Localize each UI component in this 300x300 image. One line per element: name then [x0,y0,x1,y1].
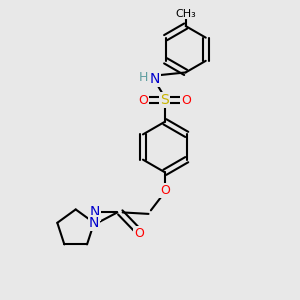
Text: N: N [89,216,99,230]
Text: O: O [139,94,148,107]
Text: CH₃: CH₃ [175,9,196,19]
Text: O: O [181,94,191,107]
Text: N: N [149,72,160,86]
Text: N: N [90,206,100,219]
Text: O: O [160,184,170,196]
Text: O: O [134,227,144,240]
Text: S: S [160,93,169,107]
Text: H: H [139,71,148,84]
